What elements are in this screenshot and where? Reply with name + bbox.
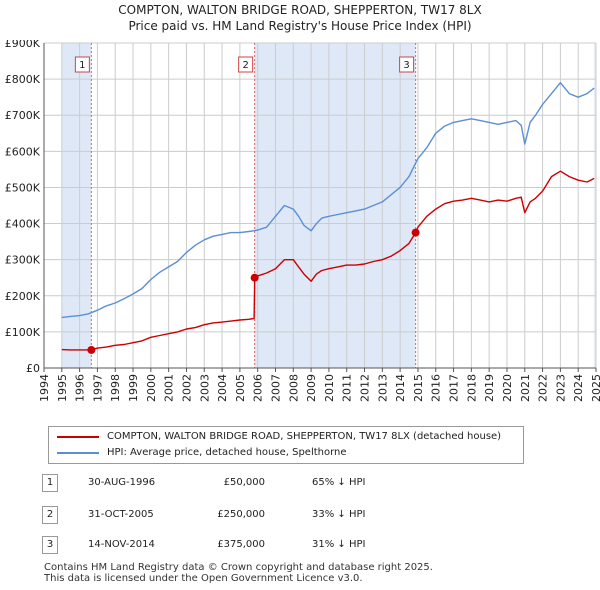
y-tick-label: £900K bbox=[5, 40, 41, 50]
x-tick-label: 2021 bbox=[519, 374, 532, 402]
x-tick-label: 2003 bbox=[198, 374, 211, 402]
x-tick-label: 2020 bbox=[501, 374, 514, 402]
sale-hpi-diff: 33% ↓ HPI bbox=[312, 509, 366, 520]
x-tick-label: 2022 bbox=[537, 374, 550, 402]
x-tick-label: 1999 bbox=[127, 374, 140, 402]
sale-number-badge: 3 bbox=[42, 536, 58, 554]
sale-date: 31-OCT-2005 bbox=[88, 509, 154, 520]
x-tick-label: 2012 bbox=[359, 374, 372, 402]
x-tick-label: 2006 bbox=[252, 374, 265, 402]
x-tick-label: 2018 bbox=[465, 374, 478, 402]
x-tick-label: 2013 bbox=[376, 374, 389, 402]
shaded-region bbox=[254, 43, 416, 368]
sale-row: 1 30-AUG-1996 £50,000 65% ↓ HPI bbox=[40, 473, 460, 493]
x-tick-label: 2025 bbox=[590, 374, 600, 402]
y-tick-label: £100K bbox=[5, 326, 41, 339]
x-tick-label: 1994 bbox=[38, 374, 51, 402]
hpi-line bbox=[61, 82, 595, 319]
x-tick-label: 2001 bbox=[163, 374, 176, 402]
sale-row: 2 31-OCT-2005 £250,000 33% ↓ HPI bbox=[40, 505, 460, 525]
x-tick-label: 2015 bbox=[412, 374, 425, 402]
sale-marker-box bbox=[238, 56, 254, 73]
y-tick-label: £0 bbox=[26, 362, 40, 375]
legend-hpi-line bbox=[57, 452, 99, 454]
footer-licence: This data is licensed under the Open Gov… bbox=[44, 573, 363, 584]
sale-price: £375,000 bbox=[217, 539, 265, 550]
legend-property-line bbox=[57, 436, 99, 438]
price-chart: 1 2 3 £0 £100K £200K £300K £400K £500K £600K £700… bbox=[5, 40, 600, 402]
sale-number-badge: 1 bbox=[42, 474, 58, 492]
y-tick-label: £200K bbox=[5, 290, 41, 303]
x-tick-label: 1996 bbox=[74, 374, 87, 402]
y-tick-label: £500K bbox=[5, 181, 41, 194]
x-tick-label: 2002 bbox=[180, 374, 193, 402]
sale-hpi-diff: 31% ↓ HPI bbox=[312, 539, 366, 550]
y-tick-label: £800K bbox=[5, 73, 41, 86]
x-tick-label: 2011 bbox=[341, 374, 354, 402]
sale-price: £250,000 bbox=[217, 509, 265, 520]
x-tick-label: 1995 bbox=[56, 374, 69, 402]
x-tick-label: 2014 bbox=[394, 374, 407, 402]
y-tick-label: £700K bbox=[5, 109, 41, 122]
sale-point bbox=[250, 273, 259, 282]
x-tick-label: 2023 bbox=[554, 374, 567, 402]
sale-point bbox=[87, 345, 96, 354]
shaded-region bbox=[594, 43, 596, 368]
y-tick-label: £400K bbox=[5, 218, 41, 231]
legend-hpi-label: HPI: Average price, detached house, Spel… bbox=[107, 447, 347, 458]
sale-date: 30-AUG-1996 bbox=[88, 477, 156, 488]
footer-copyright: Contains HM Land Registry data © Crown c… bbox=[44, 562, 433, 573]
sale-marker-box bbox=[399, 56, 415, 73]
sale-row: 3 14-NOV-2014 £375,000 31% ↓ HPI bbox=[40, 535, 460, 555]
x-tick-label: 2019 bbox=[483, 374, 496, 402]
sale-marker-label: 3 bbox=[403, 60, 409, 71]
x-tick-label: 2007 bbox=[269, 374, 282, 402]
shaded-region bbox=[61, 43, 92, 368]
sale-marker-label: 2 bbox=[242, 60, 248, 71]
property-price-line bbox=[61, 170, 595, 351]
sale-marker-box bbox=[74, 56, 90, 73]
legend: COMPTON, WALTON BRIDGE ROAD, SHEPPERTON,… bbox=[48, 426, 524, 464]
y-tick-label: £600K bbox=[5, 145, 41, 158]
sale-date: 14-NOV-2014 bbox=[88, 539, 155, 550]
x-tick-label: 2024 bbox=[572, 374, 585, 402]
x-tick-label: 1998 bbox=[109, 374, 122, 402]
sale-marker-label: 1 bbox=[79, 60, 85, 71]
sale-price: £50,000 bbox=[223, 477, 265, 488]
chart-title-line1: COMPTON, WALTON BRIDGE ROAD, SHEPPERTON,… bbox=[118, 3, 482, 17]
x-tick-label: 2000 bbox=[145, 374, 158, 402]
sale-point bbox=[411, 228, 420, 237]
x-tick-label: 2004 bbox=[216, 374, 229, 402]
x-tick-label: 2009 bbox=[305, 374, 318, 402]
x-tick-label: 2008 bbox=[287, 374, 300, 402]
sale-hpi-diff: 65% ↓ HPI bbox=[312, 477, 366, 488]
sale-number-badge: 2 bbox=[42, 506, 58, 524]
x-tick-label: 1997 bbox=[91, 374, 104, 402]
chart-title-line2: Price paid vs. HM Land Registry's House … bbox=[128, 19, 472, 33]
x-tick-label: 2010 bbox=[323, 374, 336, 402]
y-tick-label: £300K bbox=[5, 254, 41, 267]
x-tick-label: 2017 bbox=[448, 374, 461, 402]
x-tick-label: 2005 bbox=[234, 374, 247, 402]
x-tick-label: 2016 bbox=[430, 374, 443, 402]
legend-property-label: COMPTON, WALTON BRIDGE ROAD, SHEPPERTON,… bbox=[107, 431, 502, 442]
